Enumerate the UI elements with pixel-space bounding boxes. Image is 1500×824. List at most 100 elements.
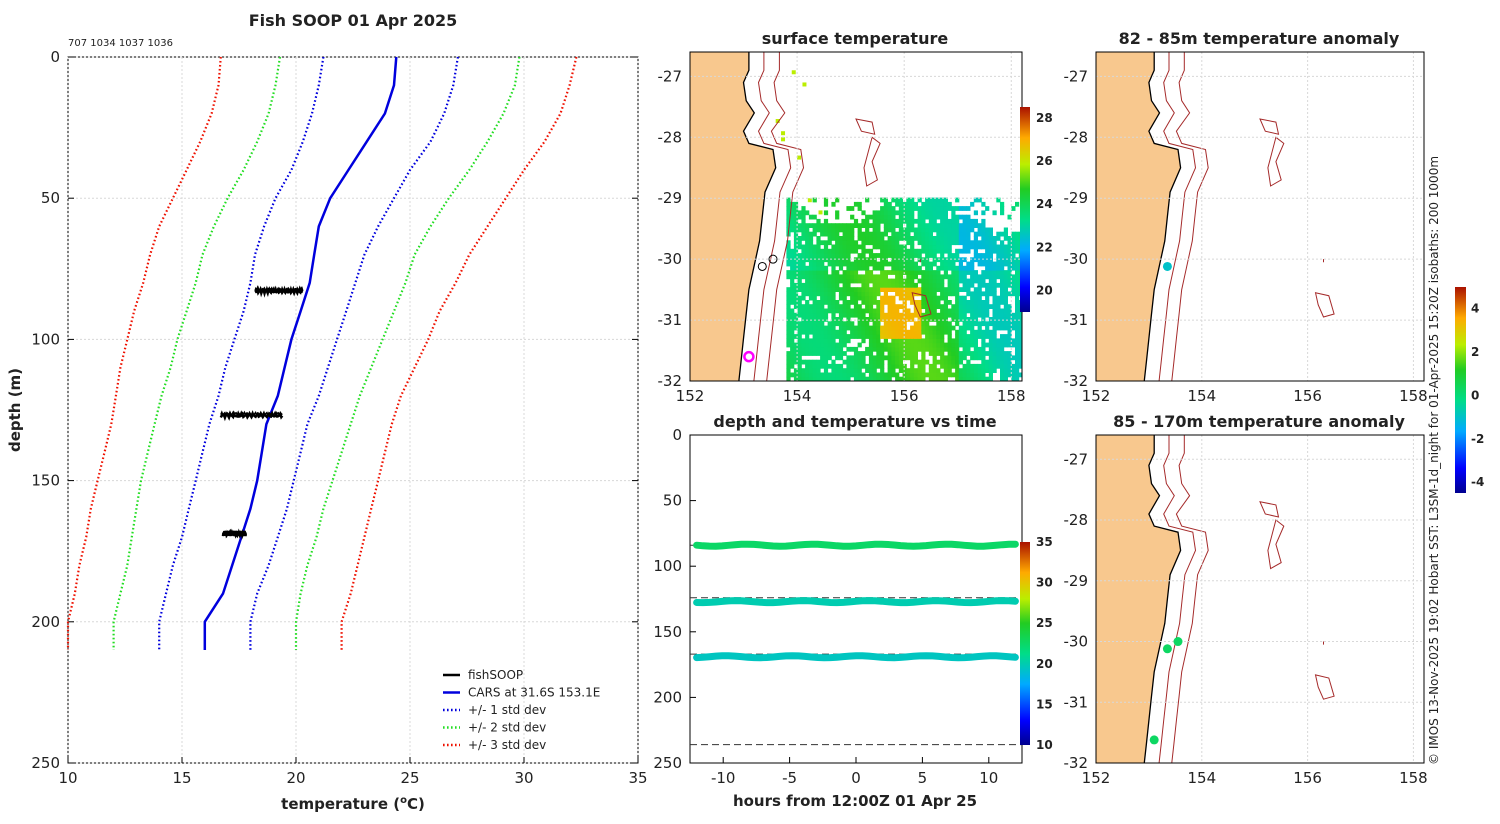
sst-pixel xyxy=(1015,363,1020,369)
sst-pixel xyxy=(1011,274,1016,280)
sst-pixel xyxy=(812,351,817,356)
sst-pixel xyxy=(1000,274,1005,280)
sst-pixel xyxy=(962,231,967,237)
sst-pixel xyxy=(872,291,877,297)
sst-pixel xyxy=(996,282,1001,288)
sst-pixel xyxy=(1015,236,1020,241)
sst-pixel xyxy=(1003,363,1008,369)
sst-pixel xyxy=(947,253,952,258)
sst-pixel xyxy=(906,236,911,241)
sst-pixel xyxy=(1000,342,1005,348)
sst-pixel xyxy=(846,265,851,271)
sst-pixel xyxy=(936,376,941,381)
sst-pixel xyxy=(902,300,907,305)
sst-pixel xyxy=(790,346,795,352)
sst-pixel xyxy=(970,274,975,280)
sst-pixel xyxy=(973,278,978,284)
sst-pixel xyxy=(932,201,937,207)
sst-pixel xyxy=(812,321,817,327)
sst-pixel xyxy=(1000,338,1005,344)
sst-pixel xyxy=(853,351,859,356)
x-tick-label: 152 xyxy=(1082,387,1111,405)
sst-pixel xyxy=(861,261,866,267)
sst-pixel xyxy=(823,248,829,254)
sst-pixel xyxy=(865,236,870,241)
sst-pixel xyxy=(910,223,915,228)
sst-pixel xyxy=(947,278,952,284)
sst-pixel xyxy=(891,312,896,318)
sst-pixel xyxy=(850,291,855,297)
sst-pixel xyxy=(880,329,885,335)
sst-pixel xyxy=(827,236,832,241)
sst-pixel xyxy=(992,240,997,246)
sst-pixel xyxy=(868,257,874,263)
sst-pixel xyxy=(985,334,990,339)
sst-pixel xyxy=(921,329,926,335)
sst-pixel xyxy=(951,270,956,275)
sst-pixel xyxy=(808,359,814,365)
sst-pixel xyxy=(895,287,900,292)
sst-pixel xyxy=(1000,317,1005,322)
sst-pixel xyxy=(846,231,851,237)
sst-pixel xyxy=(988,351,993,356)
sst-pixel xyxy=(812,274,817,280)
sst-pixel xyxy=(932,278,937,284)
sst-pixel xyxy=(850,308,855,314)
sst-pixel xyxy=(996,312,1001,318)
sst-pixel xyxy=(966,368,971,373)
sst-pixel xyxy=(932,274,937,280)
sst-pixel xyxy=(1011,240,1016,246)
sst-pixel xyxy=(823,231,829,237)
sst-pixel xyxy=(812,368,817,373)
sst-pixel xyxy=(985,227,990,233)
sst-pixel xyxy=(928,287,933,292)
sst-pixel xyxy=(823,274,829,280)
sst-pixel xyxy=(925,278,930,284)
sst-pixel xyxy=(898,329,903,335)
sst-pixel xyxy=(887,223,892,228)
sst-pixel xyxy=(831,291,836,297)
sst-pixel xyxy=(861,236,866,241)
sst-pixel xyxy=(906,278,911,284)
sst-pixel xyxy=(823,278,829,284)
sst-pixel xyxy=(962,342,967,348)
sst-pixel xyxy=(1003,304,1008,309)
sst-pixel xyxy=(936,244,941,250)
sst-pixel xyxy=(940,236,945,241)
x-tick-label: 25 xyxy=(400,769,419,787)
sst-pixel xyxy=(973,291,978,297)
sst-pixel xyxy=(977,325,982,331)
anomaly-85-170-land xyxy=(1096,435,1182,763)
sst-pixel xyxy=(1000,325,1005,331)
sst-pixel xyxy=(902,278,907,284)
sst-pixel xyxy=(846,308,851,314)
sst-pixel xyxy=(913,236,918,241)
sst-pixel xyxy=(835,321,840,327)
sst-pixel xyxy=(831,270,836,275)
sst-pixel xyxy=(966,291,971,297)
sst-pixel xyxy=(985,253,990,258)
sst-pixel xyxy=(880,346,885,352)
sst-pixel xyxy=(898,201,903,207)
sst-pixel xyxy=(970,257,975,263)
sst-pixel xyxy=(1007,334,1012,339)
fishsoop-cluster xyxy=(220,410,283,418)
sst-pixel xyxy=(891,287,896,292)
sst-pixel xyxy=(846,368,851,373)
sst-pixel xyxy=(906,210,911,216)
sst-pixel xyxy=(820,338,825,344)
sst-pixel xyxy=(891,197,896,203)
sst-pixel xyxy=(842,248,847,254)
sst-pixel xyxy=(793,287,799,292)
sst-pixel xyxy=(801,253,806,258)
colorbar-tick-label: 0 xyxy=(1471,388,1479,402)
sst-pixel xyxy=(1007,236,1012,241)
sst-pixel xyxy=(827,308,832,314)
sst-pixel xyxy=(925,342,930,348)
sst-pixel xyxy=(797,257,802,263)
sst-pixel xyxy=(865,300,870,305)
sst-pixel xyxy=(981,257,986,263)
x-tick-label: 15 xyxy=(172,769,191,787)
y-tick-label: -27 xyxy=(658,67,683,85)
sst-pixel xyxy=(1007,261,1012,267)
